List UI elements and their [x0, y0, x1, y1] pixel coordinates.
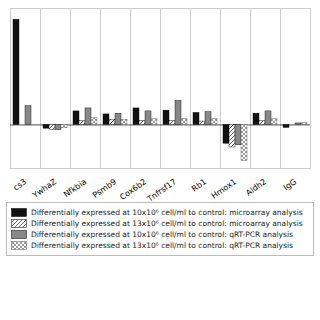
svg-text:IgG: IgG	[282, 177, 298, 192]
svg-text:Rb1: Rb1	[190, 177, 208, 193]
svg-text:Cox6b2: Cox6b2	[118, 177, 148, 202]
html-text:Differentially expressed at 10: Differentially expressed at 10x10⁶ cell/…	[31, 208, 303, 217]
svg-text:Tnfrsf17: Tnfrsf17	[145, 177, 178, 202]
html-text:Differentially expressed at 13: Differentially expressed at 13x10⁶ cell/…	[31, 219, 303, 228]
html-text:Differentially expressed at 13: Differentially expressed at 13x10⁶ cell/…	[31, 241, 293, 250]
html-text:Differentially expressed at 10: Differentially expressed at 10x10⁶ cell/…	[31, 230, 293, 239]
svg-text:Nfkbia: Nfkbia	[62, 177, 88, 199]
svg-text:YwhaZ: YwhaZ	[30, 177, 58, 201]
svg-text:Psmb9: Psmb9	[91, 177, 118, 200]
svg-text:Hmox1: Hmox1	[210, 177, 238, 201]
svg-text:Aldh2: Aldh2	[244, 177, 268, 198]
svg-text:cs3: cs3	[12, 177, 28, 192]
